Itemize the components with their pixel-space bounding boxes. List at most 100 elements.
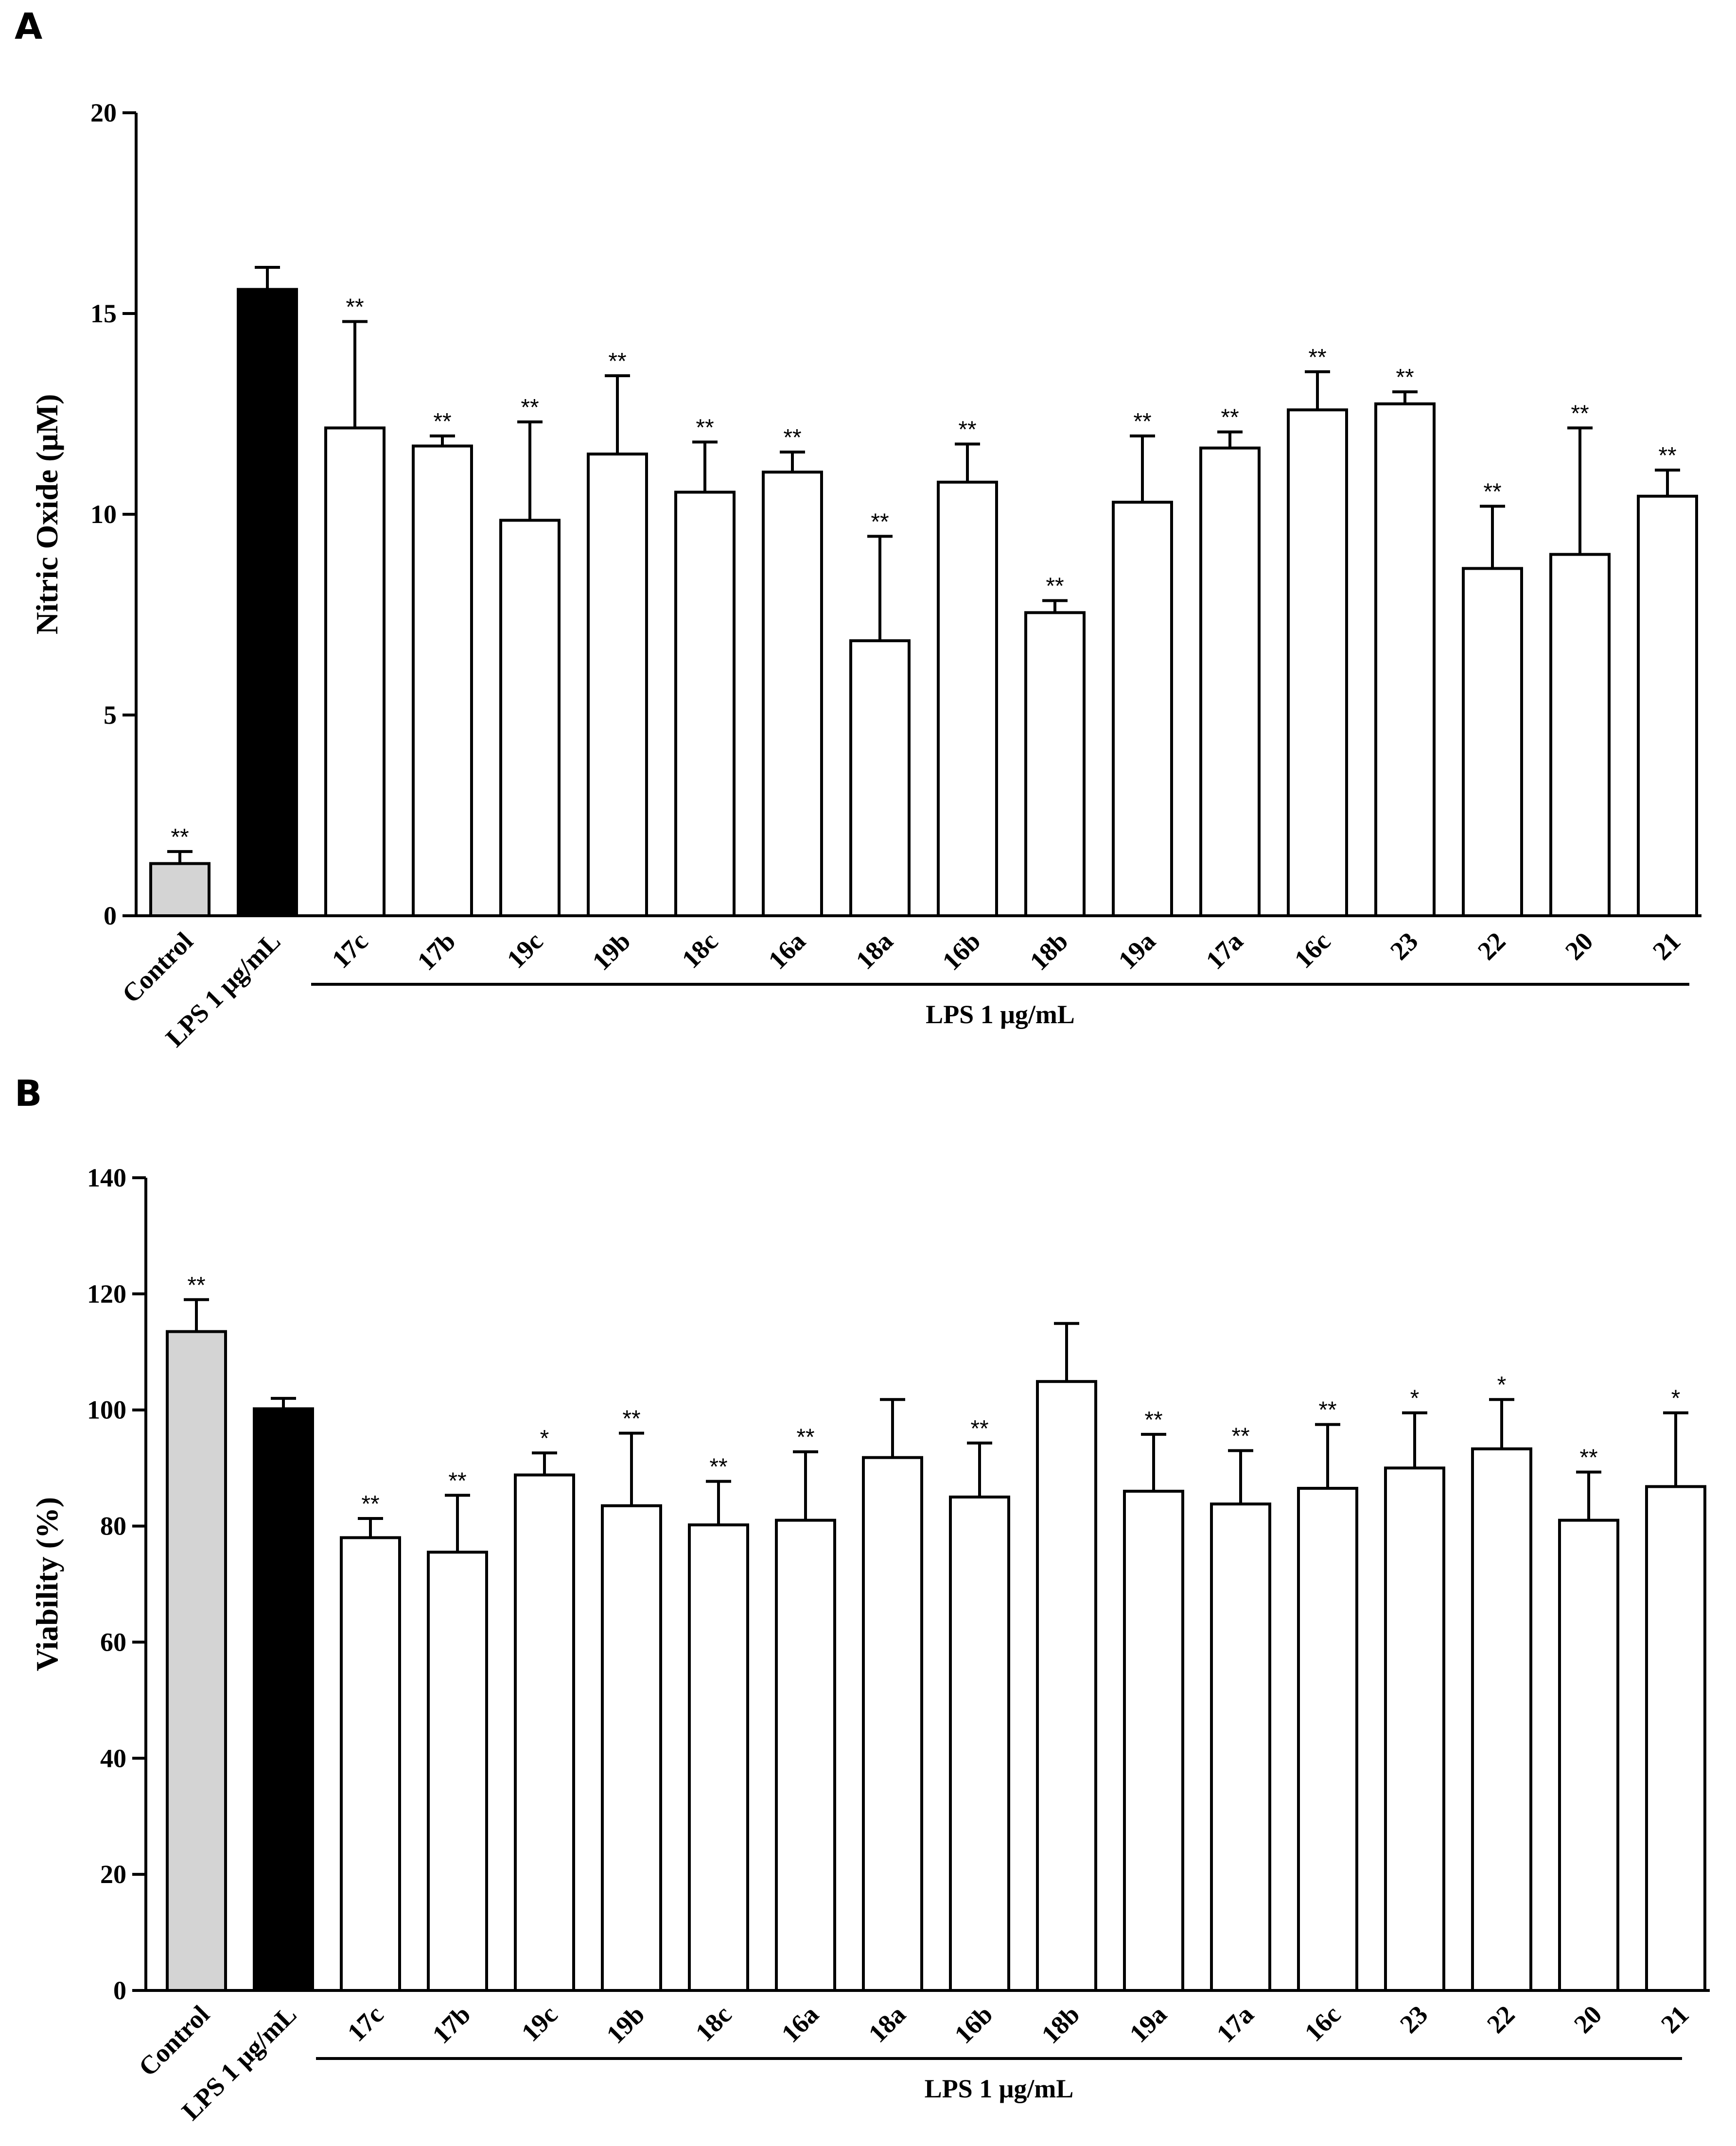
bar-19a <box>1123 1489 1184 1992</box>
significance-label: ** <box>709 1454 727 1480</box>
significance-label: ** <box>1046 574 1064 599</box>
significance-label: ** <box>346 295 364 320</box>
bar-18a <box>862 1456 923 1992</box>
category-label: 19c <box>516 2000 563 2047</box>
category-label: 21 <box>1647 926 1686 966</box>
category-label: 17a <box>1200 926 1249 975</box>
category-label: 21 <box>1655 2000 1695 2039</box>
bar-control <box>149 862 210 917</box>
significance-label: * <box>540 1426 549 1451</box>
significance-label: ** <box>187 1273 205 1298</box>
bar-17c <box>340 1536 401 1992</box>
group-label: LPS 1 μg/mL <box>926 1000 1075 1029</box>
category-label: 18b <box>1036 2000 1086 2049</box>
y-axis-title: Nitric Oxide (μM) <box>30 394 64 635</box>
category-label: 17b <box>412 926 461 976</box>
y-tick-label: 0 <box>104 901 117 930</box>
significance-label: ** <box>1396 365 1414 390</box>
significance-label: ** <box>521 395 539 420</box>
bar-23 <box>1384 1466 1445 1992</box>
significance-label: * <box>1497 1372 1507 1398</box>
bar-22 <box>1471 1447 1532 1992</box>
bar-23 <box>1374 402 1436 917</box>
y-tick-label: 120 <box>87 1279 126 1309</box>
category-label: 18c <box>690 2000 737 2047</box>
significance-label: ** <box>622 1406 640 1431</box>
category-label: 19a <box>1124 2000 1173 2048</box>
significance-label: * <box>1671 1386 1681 1412</box>
bar-18b <box>1036 1380 1097 1992</box>
significance-label: ** <box>970 1416 988 1442</box>
category-label: 17c <box>342 2000 389 2047</box>
significance-label: ** <box>871 509 889 535</box>
significance-label: ** <box>1318 1397 1336 1423</box>
significance-label: ** <box>1571 401 1589 426</box>
bar-17a <box>1210 1502 1271 1992</box>
bar-lps-1-g-ml <box>253 1407 314 1992</box>
bar-19c <box>499 519 561 917</box>
category-label: 22 <box>1472 926 1511 966</box>
y-tick-label: 10 <box>90 500 117 529</box>
significance-label: ** <box>171 824 189 850</box>
group-label: LPS 1 μg/mL <box>925 2074 1074 2103</box>
y-tick-label: 5 <box>104 700 117 730</box>
bar-19a <box>1112 501 1173 917</box>
bar-lps-1-g-ml <box>237 288 298 918</box>
y-tick-label: 140 <box>87 1163 126 1192</box>
bar-18a <box>849 639 911 917</box>
bar-16a <box>775 1518 836 1992</box>
significance-label: ** <box>796 1425 814 1450</box>
bar-17b <box>427 1551 488 1992</box>
significance-label: ** <box>361 1491 379 1517</box>
category-label: 17a <box>1211 2000 1260 2048</box>
significance-label: ** <box>1133 409 1151 435</box>
bar-16b <box>949 1495 1010 1992</box>
category-label: 19b <box>601 2000 650 2049</box>
y-tick-label: 15 <box>90 299 117 328</box>
significance-label: ** <box>783 425 801 451</box>
bar-control <box>166 1330 227 1992</box>
significance-label: ** <box>448 1468 466 1494</box>
bar-22 <box>1462 567 1523 917</box>
y-tick-label: 60 <box>100 1627 126 1657</box>
panel-letter-a: A <box>15 6 42 48</box>
category-label: 16a <box>776 2000 824 2048</box>
bar-16a <box>762 471 823 917</box>
y-tick-label: 20 <box>90 98 117 127</box>
significance-label: ** <box>1231 1423 1249 1449</box>
category-label: Control <box>133 2000 215 2082</box>
significance-label: ** <box>696 415 714 440</box>
significance-label: ** <box>433 409 451 435</box>
y-tick-label: 40 <box>100 1744 126 1773</box>
bar-19c <box>514 1473 575 1992</box>
category-label: 17c <box>326 926 374 974</box>
bar-16b <box>937 480 998 917</box>
bar-20 <box>1549 553 1611 917</box>
significance-label: ** <box>1221 405 1239 431</box>
y-tick-label: 0 <box>113 1976 126 2005</box>
bar-20 <box>1558 1518 1619 1992</box>
bar-16c <box>1297 1486 1358 1992</box>
significance-label: ** <box>608 349 626 374</box>
category-label: 18c <box>676 926 724 974</box>
significance-label: ** <box>1483 479 1501 505</box>
category-label: 20 <box>1568 2000 1608 2039</box>
bar-18b <box>1024 611 1086 917</box>
category-label: Control <box>116 926 198 1009</box>
category-label: 18a <box>863 2000 912 2048</box>
category-label: 17b <box>427 2000 476 2049</box>
y-tick-label: 80 <box>100 1512 126 1541</box>
bar-21 <box>1637 494 1698 917</box>
category-label: 19b <box>587 926 636 976</box>
category-label: 23 <box>1385 926 1424 966</box>
category-label: 18a <box>850 926 899 975</box>
category-label: 16b <box>949 2000 999 2049</box>
bar-18c <box>674 490 736 917</box>
significance-label: * <box>1410 1386 1420 1412</box>
category-label: 22 <box>1481 2000 1521 2039</box>
bar-19b <box>601 1504 662 1992</box>
category-label: 20 <box>1560 926 1599 966</box>
category-label: 23 <box>1394 2000 1434 2039</box>
